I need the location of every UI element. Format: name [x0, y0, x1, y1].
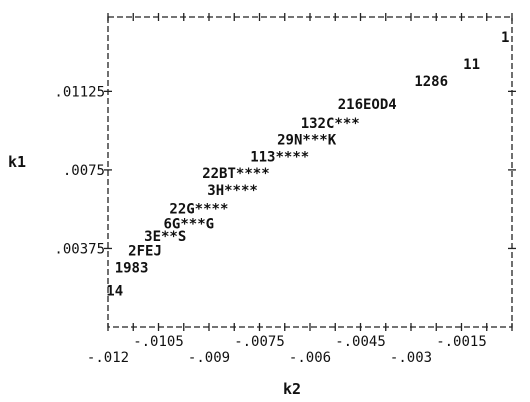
y-axis-ticks	[104, 90, 516, 250]
data-point-label: 216EOD4	[338, 97, 397, 113]
data-point-label: 1	[501, 30, 509, 46]
y-tick-label: .01125	[54, 84, 105, 100]
x-tick-label: -.0105	[133, 334, 184, 350]
data-point-label: 1983	[115, 260, 149, 276]
plot-frame	[107, 16, 513, 328]
data-point-label: 22BT****	[202, 166, 269, 182]
data-point-label: 6G***G	[164, 216, 215, 232]
x-tick-label: -.012	[87, 350, 129, 366]
x-tick-label: -.0015	[436, 334, 487, 350]
x-tick-label: -.0075	[234, 334, 285, 350]
y-tick-label: .0075	[63, 163, 105, 179]
x-tick-label: -.009	[188, 350, 230, 366]
data-point-label: 2FEJ	[128, 244, 162, 260]
y-tick-label: .00375	[54, 241, 105, 257]
y-axis-label: k1	[8, 153, 26, 171]
x-axis-label: k2	[283, 380, 301, 398]
data-point-label: 29N***K	[277, 133, 337, 149]
data-point-label: 132C***	[301, 116, 360, 132]
data-point-label: 3H****	[207, 183, 258, 199]
data-point-labels: 1111286216EOD4132C***29N***K113****22BT*…	[106, 30, 509, 299]
data-point-label: 1286	[414, 74, 448, 90]
x-axis-tick-labels: -.012 -.009 -.006 -.003 -.0105 -.0075 -.0045 -.…	[87, 334, 487, 366]
x-axis-ticks	[107, 13, 513, 331]
data-point-label: 14	[106, 283, 123, 299]
data-point-label: 22G****	[169, 202, 228, 218]
x-tick-label: -.003	[390, 350, 432, 366]
x-tick-label: -.0045	[335, 334, 386, 350]
data-point-label: 3E**S	[144, 229, 186, 245]
data-point-label: 11	[463, 57, 480, 73]
y-axis-tick-labels: .00375 .0075 .01125	[54, 84, 105, 257]
data-point-label: 113****	[250, 149, 309, 165]
x-tick-label: -.006	[289, 350, 331, 366]
